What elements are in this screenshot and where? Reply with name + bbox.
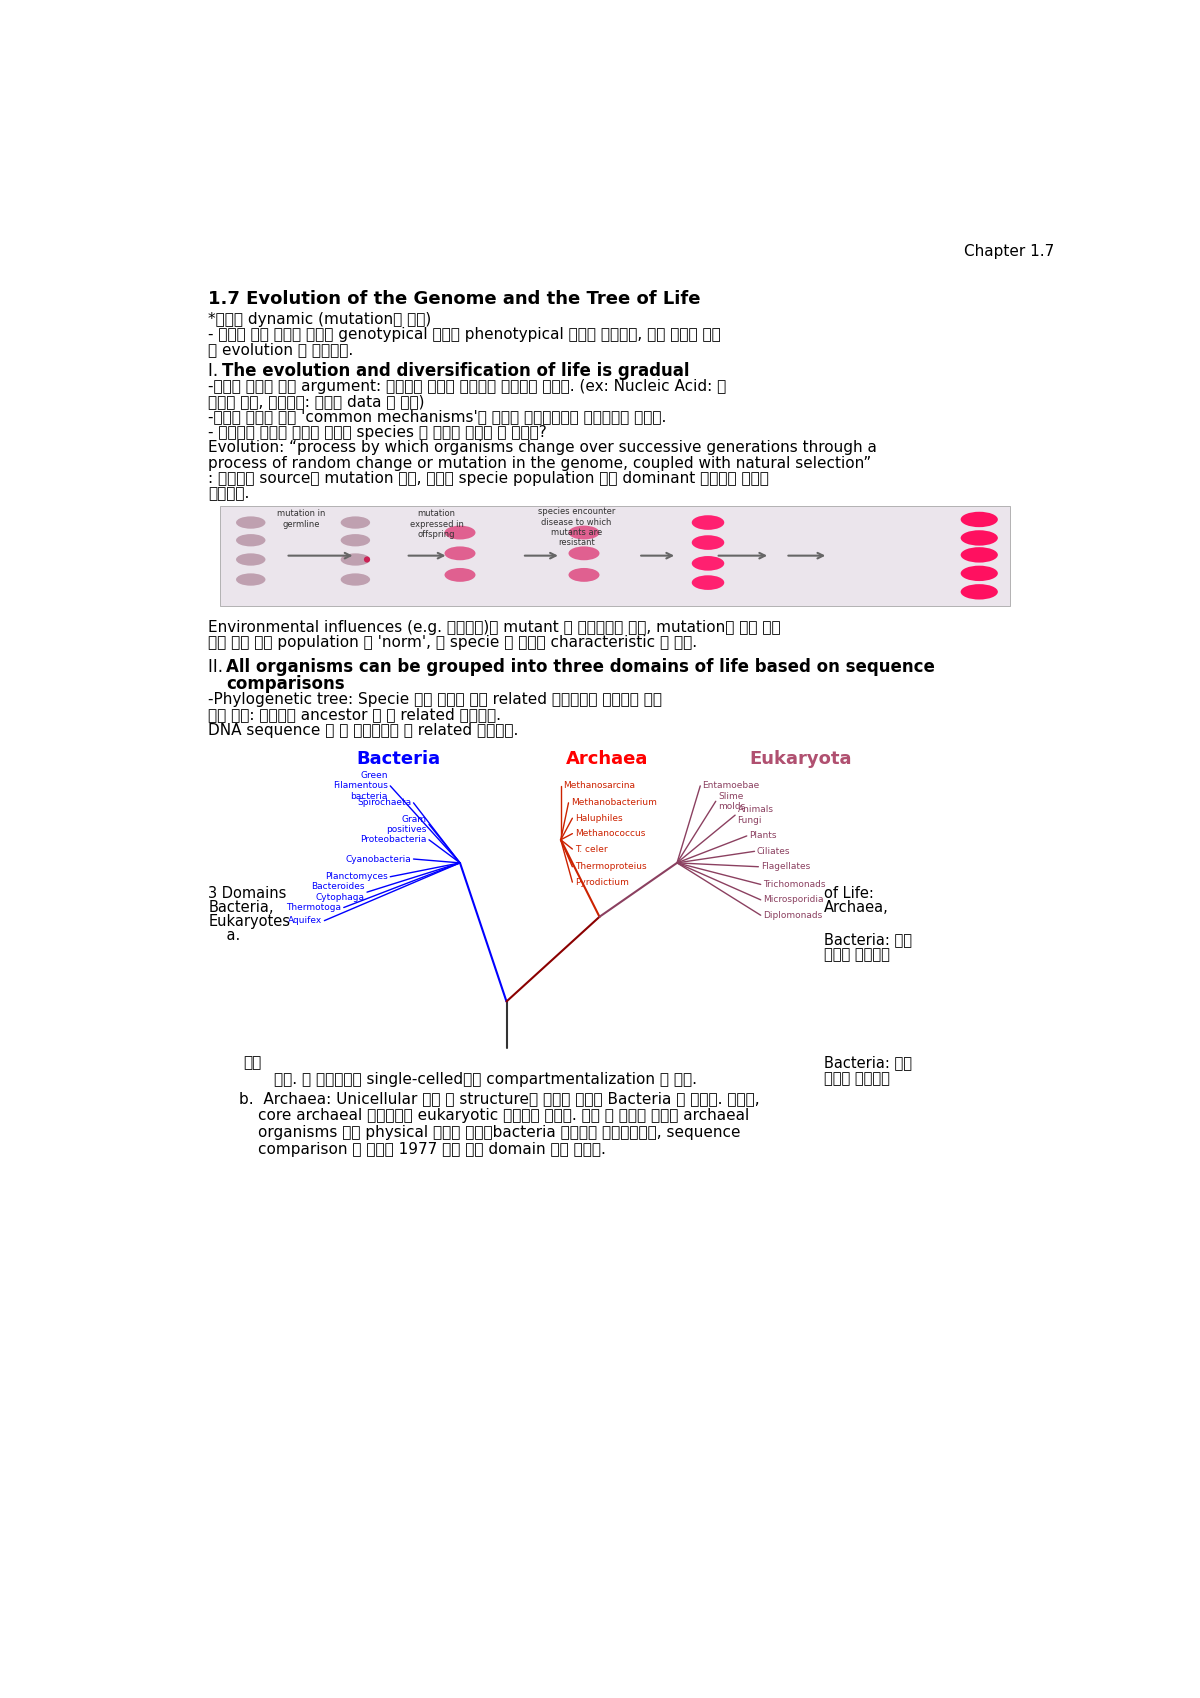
Text: Eukaryota: Eukaryota — [750, 751, 852, 767]
Text: T. celer: T. celer — [575, 844, 607, 854]
Ellipse shape — [961, 511, 998, 526]
Text: The evolution and diversification of life is gradual: The evolution and diversification of lif… — [222, 362, 690, 380]
Ellipse shape — [691, 555, 725, 571]
Ellipse shape — [444, 567, 475, 582]
Ellipse shape — [341, 554, 370, 565]
Text: comparisons: comparisons — [226, 676, 344, 693]
Text: 많은: 많은 — [242, 1056, 262, 1070]
Text: organisms 들이 physical 특징들 때문에bacteria 그룹안에 포함되었다가, sequence: organisms 들이 physical 특징들 때문에bacteria 그룹… — [258, 1124, 742, 1139]
Bar — [220, 506, 1010, 606]
Ellipse shape — [961, 565, 998, 581]
Text: DNA sequence 가 더 비슷할수록 더 related 되어있음.: DNA sequence 가 더 비슷할수록 더 related 되어있음. — [208, 723, 518, 737]
Ellipse shape — [569, 547, 600, 560]
Text: Bacteria: 가장: Bacteria: 가장 — [824, 1056, 912, 1070]
Text: 포함. 이 생명체들은 single-celled이며 compartmentalization 이 적음.: 포함. 이 생명체들은 single-celled이며 compartmenta… — [274, 1073, 697, 1087]
Text: core archaeal 낙백질들이 eukaryotic 낙백질과 유사함. 이런 점 때문에 쉈음에 archaeal: core archaeal 낙백질들이 eukaryotic 낙백질과 유사함.… — [258, 1107, 750, 1122]
Text: Methanosarcina: Methanosarcina — [563, 781, 635, 790]
Ellipse shape — [341, 516, 370, 528]
Text: Entamoebae: Entamoebae — [702, 781, 760, 790]
Text: Bacteria: Bacteria — [356, 751, 440, 767]
Text: mutation
expressed in
offspring: mutation expressed in offspring — [410, 509, 463, 540]
Text: Microsporidia: Microsporidia — [763, 895, 823, 905]
Text: 줄의 길이: 짧을수록 ancestor 와 더 related 되어있음.: 줄의 길이: 짧을수록 ancestor 와 더 related 되어있음. — [208, 708, 502, 722]
Text: Bacteria: 가장: Bacteria: 가장 — [824, 932, 912, 947]
Text: 3 Domains: 3 Domains — [208, 886, 287, 902]
Text: Cyanobacteria: Cyanobacteria — [346, 854, 412, 864]
Text: Pyrodictium: Pyrodictium — [575, 878, 629, 886]
Text: Archaea: Archaea — [566, 751, 648, 767]
Ellipse shape — [691, 514, 725, 530]
Ellipse shape — [691, 535, 725, 550]
Ellipse shape — [364, 557, 370, 562]
Text: II.: II. — [208, 659, 228, 676]
Ellipse shape — [444, 526, 475, 540]
Text: Diplomonads: Diplomonads — [763, 910, 822, 920]
Text: -따라서 우리는 이런 'common mechanisms'이 공통된 조상으로브터 내려왔다고 생각함.: -따라서 우리는 이런 'common mechanisms'이 공통된 조상으… — [208, 409, 666, 424]
Text: - 세대를 거쳐 조금씩 취적된 genotypical 변화가 phenotypical 변화를 일으키고, 이런 점자적 변화: - 세대를 거쳐 조금씩 취적된 genotypical 변화가 phenoty… — [208, 328, 721, 341]
Ellipse shape — [569, 567, 600, 582]
Ellipse shape — [444, 547, 475, 560]
Text: All organisms can be grouped into three domains of life based on sequence: All organisms can be grouped into three … — [226, 659, 935, 676]
Text: *게놈은 dynamic (mutation에 의해): *게놈은 dynamic (mutation에 의해) — [208, 311, 431, 326]
Ellipse shape — [569, 526, 600, 540]
Text: Evolution: “process by which organisms change over successive generations throug: Evolution: “process by which organisms c… — [208, 440, 877, 455]
Text: I.: I. — [208, 362, 223, 380]
Ellipse shape — [341, 535, 370, 547]
Text: Slime
molds: Slime molds — [718, 791, 745, 812]
Text: Thermoproteius: Thermoproteius — [575, 863, 647, 871]
Text: Proteobacteria: Proteobacteria — [360, 835, 427, 844]
Text: -Phylogenetic tree: Specie 들이 얼마나 서로 related 되어있는지 알려주는 모델: -Phylogenetic tree: Specie 들이 얼마나 서로 rel… — [208, 693, 662, 706]
Ellipse shape — [236, 535, 265, 547]
Text: - 그렇다면 우리가 발전한 다양한 species 는 어떻게 설명할 수 있는가?: - 그렇다면 우리가 발전한 다양한 species 는 어떻게 설명할 수 있… — [208, 424, 547, 440]
Text: Haluphiles: Haluphiles — [575, 813, 623, 824]
Ellipse shape — [236, 554, 265, 565]
Ellipse shape — [691, 576, 725, 589]
Text: 전물질 저장, 아미노산: 유전적 data 의 산물): 전물질 저장, 아미노산: 유전적 data 의 산물) — [208, 394, 425, 409]
Text: 선택한다.: 선택한다. — [208, 486, 250, 501]
Text: of Life:: of Life: — [824, 886, 874, 902]
Ellipse shape — [961, 584, 998, 599]
Text: Methanobacterium: Methanobacterium — [571, 798, 656, 807]
Text: mutation in
germline: mutation in germline — [277, 509, 325, 528]
Text: Animals
Fungi: Animals Fungi — [738, 805, 774, 825]
Ellipse shape — [341, 574, 370, 586]
Text: Trichomonads: Trichomonads — [763, 880, 826, 890]
Ellipse shape — [236, 574, 265, 586]
Text: Gram
positives: Gram positives — [386, 815, 427, 834]
Text: 숫자의 생명체를: 숫자의 생명체를 — [824, 947, 890, 963]
Ellipse shape — [961, 547, 998, 562]
Text: comparison 을 근거로 1977 년에 다른 domain 으로 분류됨.: comparison 을 근거로 1977 년에 다른 domain 으로 분류… — [258, 1141, 606, 1156]
Ellipse shape — [236, 516, 265, 528]
Text: 1.7 Evolution of the Genome and the Tree of Life: 1.7 Evolution of the Genome and the Tree… — [208, 290, 701, 307]
Text: Flagellates: Flagellates — [761, 863, 810, 871]
Text: Archaea,: Archaea, — [824, 900, 889, 915]
Ellipse shape — [961, 530, 998, 545]
Text: Bacteria,: Bacteria, — [208, 900, 274, 915]
Text: b.  Archaea: Unicellular 이고 핵 structure가 없다는 점에서 Bacteria 와 유사함. 하지만,: b. Archaea: Unicellular 이고 핵 structure가 … — [239, 1090, 760, 1105]
Text: Green
Filamentous
bacteria: Green Filamentous bacteria — [334, 771, 388, 801]
Text: Eukaryotes: Eukaryotes — [208, 914, 290, 929]
Text: Spirochaeta: Spirochaeta — [358, 798, 412, 807]
Text: Thermotoga: Thermotoga — [287, 903, 342, 912]
Text: 를 evolution 이 설명한다.: 를 evolution 이 설명한다. — [208, 343, 353, 357]
Text: 동안 퍼져 나가 population 의 'norm', 즉 specie 의 공통된 characteristic 을 형성.: 동안 퍼져 나가 population 의 'norm', 즉 specie 의… — [208, 635, 697, 650]
Text: Environmental influences (e.g. 자연재해)이 mutant 를 자연선택할 경우, mutation이 오래 시간: Environmental influences (e.g. 자연재해)이 mu… — [208, 620, 781, 635]
Text: Plants: Plants — [749, 832, 776, 841]
Text: Planctomyces: Planctomyces — [325, 873, 388, 881]
Text: species encounter
disease to which
mutants are
resistant: species encounter disease to which mutan… — [538, 508, 614, 547]
Text: Methanococcus: Methanococcus — [575, 829, 646, 839]
Text: 숫자의 생명체를: 숫자의 생명체를 — [824, 1071, 890, 1085]
Text: -공통된 조상에 대한 argument: 생물들의 공통된 분자학적 특징들이 지지함. (ex: Nucleic Acid: 유: -공통된 조상에 대한 argument: 생물들의 공통된 분자학적 특징들이… — [208, 379, 726, 394]
Text: : 다양성의 source는 mutation 이나, 그것이 specie population 안에 dominant 해질지는 자연이: : 다양성의 source는 mutation 이나, 그것이 specie p… — [208, 470, 769, 486]
Text: a.: a. — [208, 927, 240, 942]
Text: Bacteroides
Cytophaga: Bacteroides Cytophaga — [311, 883, 365, 902]
Text: process of random change or mutation in the genome, coupled with natural selecti: process of random change or mutation in … — [208, 455, 871, 470]
Text: Chapter 1.7: Chapter 1.7 — [964, 245, 1054, 258]
Text: Aquifex: Aquifex — [288, 917, 322, 925]
Text: Ciliates: Ciliates — [757, 847, 791, 856]
